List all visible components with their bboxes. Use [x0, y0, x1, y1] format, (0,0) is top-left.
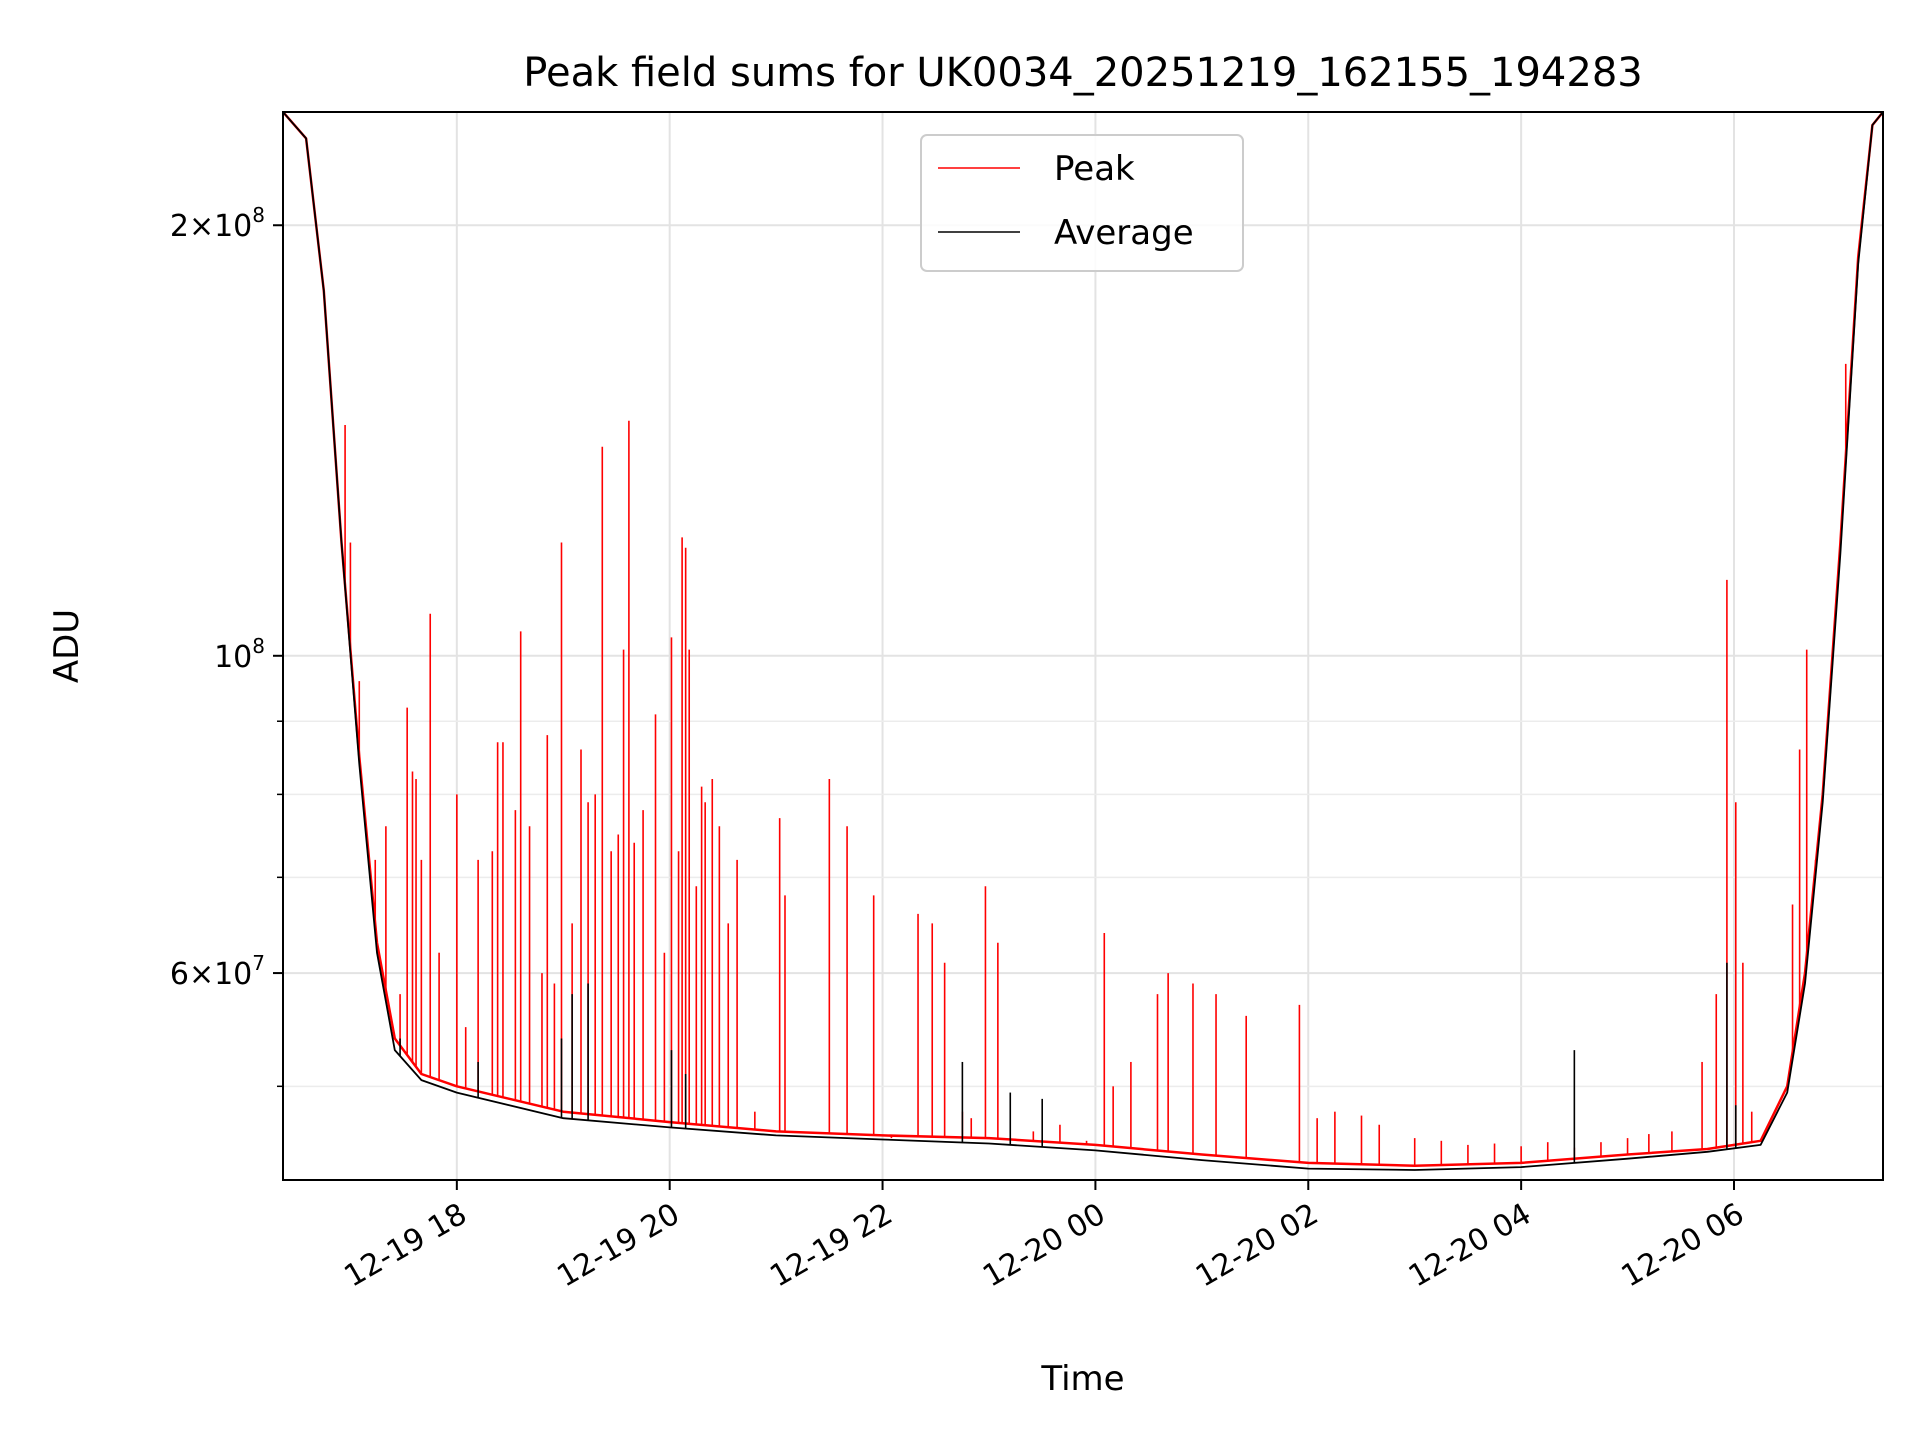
plot-area [283, 112, 1883, 1171]
chart-title: Peak field sums for UK0034_20251219_1621… [523, 50, 1642, 96]
legend: Peak Average [920, 134, 1244, 272]
y-axis-label: ADU [47, 609, 87, 683]
x-axis-label: Time [1040, 1359, 1124, 1399]
y-tick-label: 6×107 [170, 951, 265, 992]
y-tick-label: 108 [214, 634, 265, 675]
plot-frame [282, 111, 1884, 1181]
legend-box [920, 134, 1244, 272]
legend-label-average: Average [1054, 213, 1194, 253]
legend-label-peak: Peak [1054, 149, 1135, 189]
series-line-average [283, 112, 1883, 1171]
y-tick-label: 2×108 [170, 203, 265, 244]
